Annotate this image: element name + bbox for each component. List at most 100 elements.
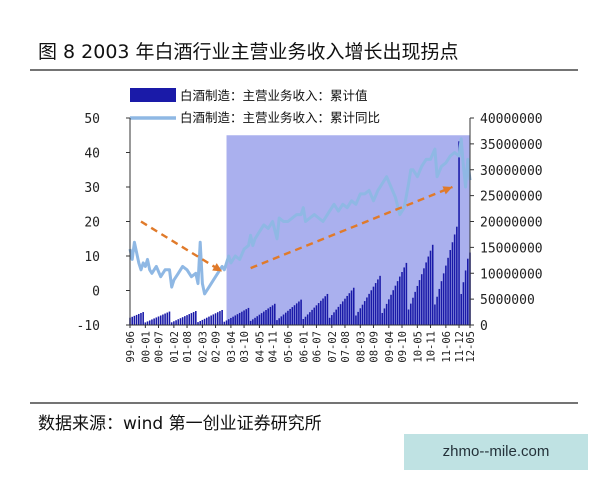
x-tick-label: 04-05 bbox=[254, 331, 266, 363]
bar bbox=[399, 276, 401, 325]
bar bbox=[328, 317, 331, 325]
x-tick-label: 00-01 bbox=[140, 331, 152, 363]
y-tick-label-left: 40 bbox=[84, 147, 100, 162]
bar bbox=[390, 294, 392, 325]
bar bbox=[271, 305, 274, 325]
bar bbox=[179, 318, 182, 325]
x-tick-label: 07-08 bbox=[340, 331, 352, 363]
bar bbox=[265, 310, 267, 325]
bar bbox=[361, 304, 364, 325]
bar bbox=[278, 318, 280, 325]
bar bbox=[157, 316, 160, 325]
bar bbox=[453, 234, 456, 325]
x-tick-label: 03-04 bbox=[226, 331, 238, 363]
bar bbox=[359, 308, 362, 325]
bar bbox=[159, 315, 162, 325]
y-ticks-right: 40000000 35000000 30000000 25000000 20000000… bbox=[470, 112, 543, 334]
bar bbox=[221, 309, 223, 325]
bar bbox=[238, 312, 241, 325]
bar bbox=[190, 313, 193, 325]
x-tick-label: 02-03 bbox=[197, 331, 209, 363]
bar bbox=[284, 312, 287, 325]
bar bbox=[315, 305, 318, 325]
bar bbox=[241, 311, 243, 325]
bar bbox=[348, 293, 351, 325]
bar bbox=[377, 279, 379, 325]
bar bbox=[429, 250, 432, 325]
bar bbox=[456, 226, 458, 325]
bar bbox=[300, 299, 302, 325]
y-tick-label-right: 10000000 bbox=[480, 267, 543, 282]
source-note: 数据来源：wind 第一创业证券研究所 bbox=[38, 414, 322, 434]
bar bbox=[223, 321, 226, 325]
y-tick-label-right: 0 bbox=[480, 319, 488, 334]
bar bbox=[374, 283, 377, 325]
bar bbox=[392, 290, 395, 325]
bar bbox=[131, 316, 133, 325]
bar bbox=[245, 309, 248, 325]
bar bbox=[458, 141, 460, 325]
bar bbox=[214, 313, 217, 325]
y-tick-label-left: 10 bbox=[84, 250, 100, 265]
highlight-region bbox=[226, 135, 470, 325]
bar bbox=[175, 320, 177, 325]
bar bbox=[335, 309, 337, 325]
x-tick-label: 11-06 bbox=[441, 331, 453, 363]
bar bbox=[407, 309, 410, 325]
bar bbox=[155, 317, 158, 325]
bar bbox=[258, 314, 261, 325]
y-ticks-left: 50 40 30 20 10 0 -10 bbox=[77, 112, 130, 334]
bar bbox=[333, 312, 335, 325]
bar bbox=[418, 280, 421, 325]
x-tick-label: 09-04 bbox=[384, 331, 396, 363]
bar bbox=[203, 318, 206, 325]
bar bbox=[427, 256, 430, 325]
bar bbox=[394, 285, 397, 325]
x-tick-label: 04-11 bbox=[268, 331, 280, 363]
bar bbox=[151, 319, 153, 325]
bar bbox=[140, 313, 142, 325]
x-tick-label: 99-06 bbox=[125, 331, 137, 363]
bar bbox=[379, 275, 381, 325]
bar bbox=[445, 265, 447, 325]
y-tick-label-right: 30000000 bbox=[480, 164, 543, 179]
bar bbox=[409, 303, 412, 325]
bar bbox=[247, 307, 250, 325]
bar bbox=[381, 312, 384, 325]
bar bbox=[306, 314, 309, 325]
bar bbox=[219, 311, 221, 325]
bar bbox=[142, 312, 144, 325]
bar bbox=[230, 317, 232, 325]
bar bbox=[363, 301, 366, 325]
bar bbox=[195, 311, 197, 325]
bar bbox=[210, 315, 212, 325]
bar bbox=[309, 312, 311, 325]
y-tick-label-right: 15000000 bbox=[480, 241, 543, 256]
watermark: zhmo--mile.com bbox=[404, 434, 588, 470]
legend: 白酒制造：主营业务收入：累计值 白酒制造：主营业务收入：累计同比 bbox=[130, 88, 380, 125]
bar bbox=[162, 314, 164, 325]
x-tick-label: 00-07 bbox=[154, 331, 166, 363]
bar bbox=[199, 321, 201, 325]
bar bbox=[341, 301, 344, 325]
bar bbox=[232, 316, 234, 325]
bar bbox=[298, 301, 300, 325]
bar bbox=[287, 310, 289, 325]
bar bbox=[197, 322, 199, 325]
trend-arrows bbox=[140, 185, 453, 273]
bar bbox=[401, 272, 403, 325]
bar bbox=[385, 303, 388, 325]
x-tick-label: 01-08 bbox=[182, 331, 194, 363]
bar bbox=[355, 315, 357, 325]
bar bbox=[304, 316, 307, 325]
bar bbox=[352, 287, 355, 325]
bar bbox=[208, 316, 210, 325]
bar bbox=[289, 308, 291, 325]
bar bbox=[173, 321, 175, 325]
legend-swatch-bar bbox=[130, 88, 176, 102]
bar bbox=[431, 244, 434, 325]
bar bbox=[273, 303, 276, 325]
bar bbox=[205, 317, 208, 325]
bar bbox=[322, 298, 324, 325]
x-tick-label: 08-09 bbox=[368, 331, 380, 363]
